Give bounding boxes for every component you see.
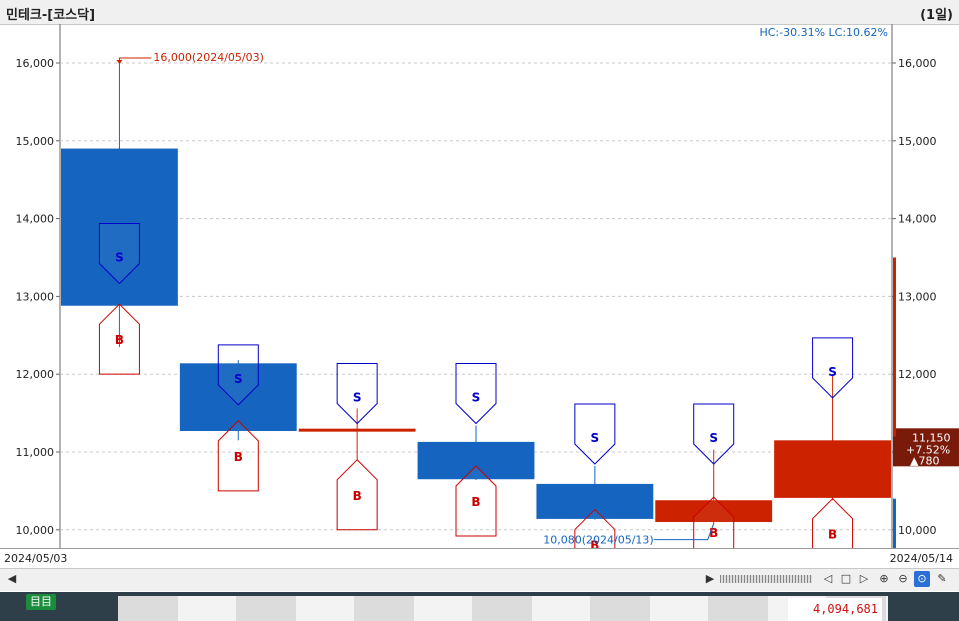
sell-signal-icon — [217, 344, 259, 406]
status-bar: 目目 4,094,681 — [0, 592, 959, 621]
grid-app-icon[interactable]: 目目 — [26, 594, 56, 610]
y-tick-label-right: 14,000 — [898, 213, 937, 226]
high-annotation-label: 16,000(2024/05/03) — [153, 51, 263, 64]
sell-signal-icon — [336, 363, 378, 425]
y-tick-label-left: 14,000 — [16, 213, 55, 226]
y-tick-label-left: 10,000 — [16, 524, 55, 537]
candlestick-chart[interactable]: 10,00010,00011,00011,00012,00012,00013,0… — [0, 24, 959, 581]
low-annotation-label: 10,080(2024/05/13) — [543, 534, 653, 547]
scroll-thumb[interactable] — [720, 575, 812, 583]
high-marker-icon — [116, 60, 123, 64]
y-tick-label-right: 12,000 — [898, 368, 937, 381]
x-axis: 2024/05/03 2024/05/14 — [0, 548, 959, 569]
last-price-change: ▲780 — [910, 454, 939, 467]
hc-lc-label: HC:-30.31% LC:10.62% — [759, 26, 888, 39]
chart-scrollbar[interactable]: ◀ ▶ ◁ □ ▷ ⊕ ⊖ ⊙ ✎ — [0, 568, 959, 591]
candle-body[interactable] — [61, 148, 178, 306]
scroll-right-icon[interactable]: ▶ — [705, 572, 715, 585]
y-tick-label-right: 10,000 — [898, 524, 937, 537]
prev-icon[interactable]: ◁ — [823, 572, 833, 585]
sell-signal-icon — [98, 223, 140, 285]
right-edge-bar-up — [893, 257, 896, 437]
candle-body[interactable] — [298, 428, 416, 432]
y-tick-label-left: 13,000 — [16, 290, 55, 303]
y-tick-label-left: 12,000 — [16, 368, 55, 381]
zoom-in-icon[interactable]: ⊕ — [879, 572, 889, 585]
buy-signal-label: B — [828, 528, 837, 542]
scroll-left-icon[interactable]: ◀ — [7, 572, 17, 585]
settings-wrench-icon[interactable]: ✎ — [937, 572, 947, 585]
x-end-label: 2024/05/14 — [889, 552, 953, 565]
next-icon[interactable]: ▷ — [859, 572, 869, 585]
candle-body[interactable] — [179, 363, 297, 431]
sell-signal-label: S — [709, 431, 718, 445]
buy-signal-icon — [336, 459, 378, 531]
buy-signal-icon — [98, 303, 140, 375]
period-label[interactable]: (1일) — [920, 8, 953, 23]
sell-signal-label: S — [115, 251, 124, 265]
right-edge-bar-down — [893, 498, 896, 548]
status-value: 4,094,681 — [788, 598, 882, 621]
stop-icon[interactable]: □ — [840, 572, 852, 585]
last-price-change-pct: +7.52% — [906, 443, 950, 456]
x-start-label: 2024/05/03 — [4, 552, 68, 565]
sell-signal-icon — [812, 337, 854, 399]
sell-signal-label: S — [472, 391, 481, 405]
buy-signal-label: B — [115, 333, 124, 347]
buy-signal-label: B — [709, 526, 718, 540]
last-price-box — [893, 428, 959, 467]
y-tick-label-right: 13,000 — [898, 290, 937, 303]
y-tick-label-right: 16,000 — [898, 57, 937, 70]
buy-signal-label: B — [353, 489, 362, 503]
sell-signal-label: S — [234, 372, 243, 386]
y-tick-label-left: 15,000 — [16, 135, 55, 148]
candle-body[interactable] — [536, 483, 654, 519]
y-tick-label-left: 16,000 — [16, 57, 55, 70]
y-tick-label-left: 11,000 — [16, 446, 55, 459]
sell-signal-icon — [455, 363, 497, 425]
buy-signal-label: B — [471, 495, 480, 509]
buy-signal-icon — [217, 420, 259, 492]
y-tick-label-right: 15,000 — [898, 135, 937, 148]
status-tiles — [118, 596, 888, 621]
candle-body[interactable] — [655, 500, 773, 523]
last-price-value: 11,150 — [912, 431, 951, 444]
sell-signal-label: S — [591, 431, 600, 445]
zoom-out-icon[interactable]: ⊖ — [898, 572, 908, 585]
buy-signal-icon — [455, 465, 497, 537]
zoom-fit-icon[interactable]: ⊙ — [914, 571, 930, 587]
sell-signal-label: S — [353, 391, 362, 405]
sell-signal-icon — [574, 403, 616, 465]
chart-area[interactable]: 10,00010,00011,00011,00012,00012,00013,0… — [0, 24, 959, 581]
high-annotation-line — [118, 57, 152, 63]
candle-body[interactable] — [774, 440, 891, 498]
sell-signal-icon — [693, 403, 735, 465]
candle-body[interactable] — [417, 441, 535, 480]
title-bar: 민테크-[코스닥] (1일) — [0, 0, 959, 25]
sell-signal-label: S — [828, 365, 837, 379]
chart-title: 민테크-[코스닥] — [6, 8, 96, 23]
buy-signal-label: B — [234, 450, 243, 464]
buy-signal-label: B — [590, 539, 599, 548]
low-annotation-line — [653, 523, 715, 541]
